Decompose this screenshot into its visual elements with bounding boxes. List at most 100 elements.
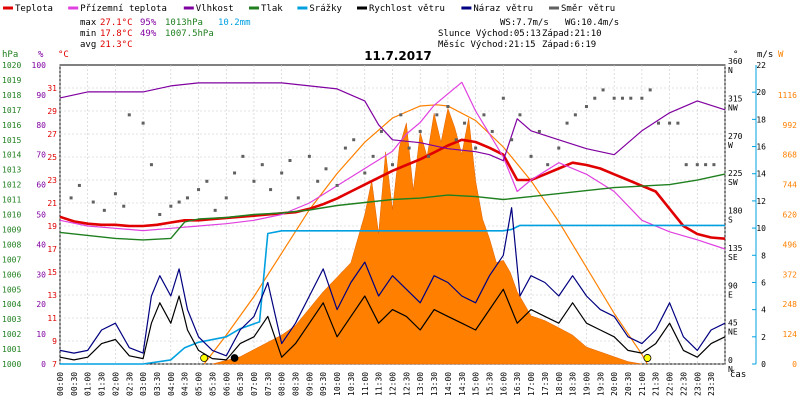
axis-tick-time: 09:30 bbox=[319, 372, 328, 396]
axis-tick-time: 16:30 bbox=[513, 372, 522, 396]
axis-tick-humidity: 0 bbox=[41, 360, 46, 369]
axis-tick-temperature: 17 bbox=[47, 245, 57, 254]
axis-tick-compass: SE bbox=[728, 253, 738, 262]
axis-tick-time: 03:00 bbox=[139, 372, 148, 396]
axis-tick-time: 20:30 bbox=[624, 372, 633, 396]
stat-min-hum: 49% bbox=[140, 29, 157, 39]
axis-tick-direction: 0 bbox=[728, 356, 733, 365]
axis-tick-time: 02:00 bbox=[111, 372, 120, 396]
axis-tick-time: 02:30 bbox=[125, 372, 134, 396]
series-line-p-zemn-teplota bbox=[59, 81, 726, 250]
axis-tick-pressure: 1003 bbox=[2, 315, 21, 324]
axis-tick-humidity: 80 bbox=[36, 121, 46, 130]
wind-direction-point bbox=[640, 96, 644, 100]
series-line-tlak bbox=[59, 173, 726, 241]
stat-moon: Měsíc Východ:21:15 bbox=[438, 40, 536, 50]
legend-label: Vlhkost bbox=[196, 4, 234, 14]
axis-tick-direction: 135 bbox=[728, 244, 743, 253]
axis-tick-solar: 0 bbox=[792, 360, 797, 369]
axis-unit-celsius: °C bbox=[58, 50, 69, 60]
axis-tick-solar: 620 bbox=[783, 211, 798, 220]
wind-direction-point bbox=[501, 96, 505, 100]
stat-moon-set: Západ:6:19 bbox=[542, 40, 596, 50]
wind-direction-point bbox=[197, 188, 201, 192]
wind-direction-point bbox=[648, 88, 652, 92]
axis-tick-temperature: 7 bbox=[52, 360, 57, 369]
axis-unit-degree: ° bbox=[733, 50, 738, 60]
axis-tick-time: 20:00 bbox=[610, 372, 619, 396]
axis-tick-solar: 248 bbox=[783, 300, 798, 309]
wind-direction-point bbox=[474, 146, 478, 150]
stat-min-temp: 17.8°C bbox=[100, 29, 133, 39]
axis-tick-time: 00:30 bbox=[70, 372, 79, 396]
axis-tick-time: 01:00 bbox=[84, 372, 93, 396]
axis-tick-humidity: 70 bbox=[36, 151, 46, 160]
axis-tick-solar: 992 bbox=[783, 121, 798, 130]
axis-unit-ms: m/s bbox=[757, 50, 773, 60]
wind-direction-point bbox=[352, 138, 356, 142]
axis-tick-humidity: 90 bbox=[36, 91, 46, 100]
wind-direction-point bbox=[435, 113, 439, 117]
stat-max-label: max bbox=[80, 18, 97, 28]
series-line-sr-ky bbox=[60, 224, 725, 365]
axis-tick-wind: 0 bbox=[761, 360, 766, 369]
wind-direction-point bbox=[288, 159, 292, 163]
legend-label: Náraz větru bbox=[473, 4, 533, 14]
wind-direction-point bbox=[343, 146, 347, 150]
axis-tick-time: 19:30 bbox=[596, 372, 605, 396]
chart-title: 11.7.2017 bbox=[364, 49, 432, 63]
series-line-rychlost-v-tru bbox=[59, 288, 726, 361]
axis-tick-pressure: 1004 bbox=[2, 300, 21, 309]
axis-tick-temperature: 13 bbox=[47, 291, 57, 300]
axis-tick-pressure: 1017 bbox=[2, 106, 21, 115]
sunset-marker bbox=[643, 354, 652, 362]
wind-direction-point bbox=[668, 121, 672, 125]
axis-tick-time: 00:00 bbox=[56, 372, 65, 396]
axis-tick-time: 19:00 bbox=[582, 372, 591, 396]
wind-direction-point bbox=[379, 129, 383, 133]
legend-label: Směr větru bbox=[561, 4, 615, 14]
axis-tick-compass: N bbox=[728, 66, 733, 75]
axis-tick-time: 07:30 bbox=[264, 372, 273, 396]
wind-direction-point bbox=[324, 167, 328, 171]
axis-tick-pressure: 1010 bbox=[2, 211, 21, 220]
axis-tick-time: 04:30 bbox=[181, 372, 190, 396]
wind-direction-point bbox=[363, 171, 367, 175]
legend-label: Tlak bbox=[261, 4, 283, 14]
wind-direction-point bbox=[122, 204, 126, 208]
axis-tick-compass: W bbox=[728, 141, 733, 150]
axis-tick-compass: SW bbox=[728, 178, 738, 187]
wind-direction-point bbox=[510, 138, 514, 142]
wind-direction-point bbox=[565, 121, 569, 125]
stat-max-temp: 27.1°C bbox=[100, 18, 133, 28]
axis-tick-time: 12:30 bbox=[402, 372, 411, 396]
axis-tick-compass: N bbox=[728, 365, 733, 374]
axis-tick-pressure: 1020 bbox=[2, 61, 21, 70]
wind-direction-point bbox=[695, 163, 699, 167]
axis-tick-time: 08:00 bbox=[278, 372, 287, 396]
axis-tick-time: 05:30 bbox=[208, 372, 217, 396]
axis-unit-hpa: hPa bbox=[2, 50, 18, 60]
axis-tick-humidity: 100 bbox=[32, 61, 47, 70]
axis-tick-time: 09:00 bbox=[305, 372, 314, 396]
wind-direction-point bbox=[77, 183, 81, 187]
wind-direction-point bbox=[252, 179, 256, 183]
axis-tick-temperature: 21 bbox=[47, 199, 57, 208]
axis-tick-solar: 496 bbox=[783, 240, 798, 249]
wind-direction-point bbox=[657, 121, 660, 125]
axis-tick-temperature: 23 bbox=[47, 176, 57, 185]
wind-direction-point bbox=[205, 179, 209, 183]
stat-ws: WS:7.7m/s bbox=[500, 18, 549, 28]
axis-tick-solar: 372 bbox=[783, 270, 798, 279]
axis-tick-pressure: 1012 bbox=[2, 181, 21, 190]
axis-tick-pressure: 1002 bbox=[2, 330, 21, 339]
axis-tick-time: 22:30 bbox=[679, 372, 688, 396]
axis-tick-pressure: 1008 bbox=[2, 240, 21, 249]
legend-label: Přízemní teplota bbox=[80, 4, 167, 14]
wind-direction-point bbox=[482, 113, 486, 117]
wind-direction-point bbox=[69, 196, 73, 200]
axis-tick-time: 11:30 bbox=[375, 372, 384, 396]
axis-tick-wind: 16 bbox=[756, 143, 766, 152]
axis-tick-direction: 270 bbox=[728, 132, 743, 141]
